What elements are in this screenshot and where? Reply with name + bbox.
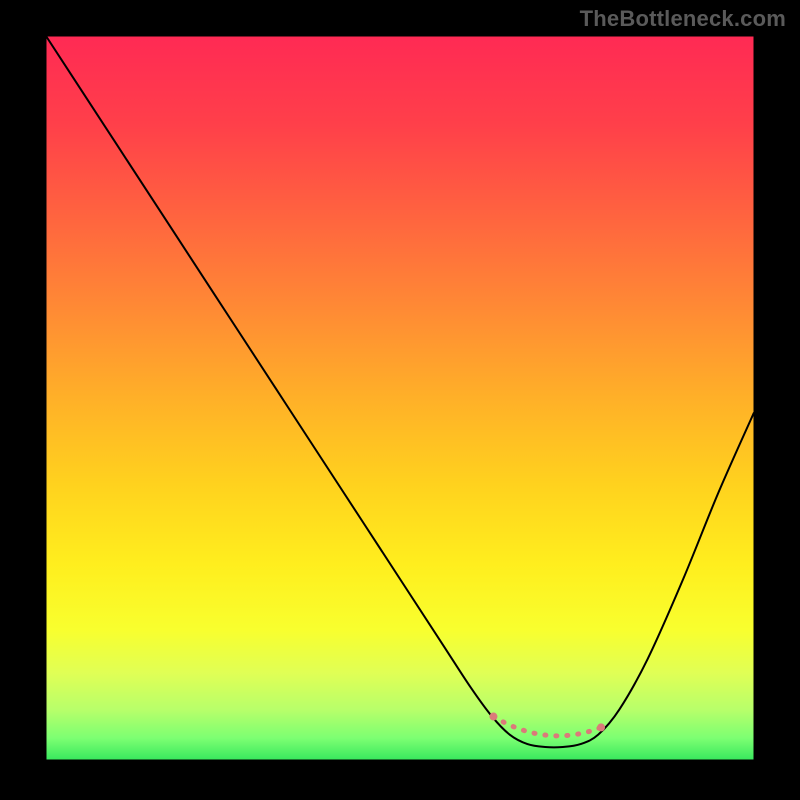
highlight-end-dot (597, 723, 605, 731)
highlight-start-dot (489, 713, 497, 721)
bottleneck-chart (0, 0, 800, 800)
chart-container: TheBottleneck.com (0, 0, 800, 800)
watermark-text: TheBottleneck.com (580, 6, 786, 32)
plot-background (46, 36, 754, 760)
